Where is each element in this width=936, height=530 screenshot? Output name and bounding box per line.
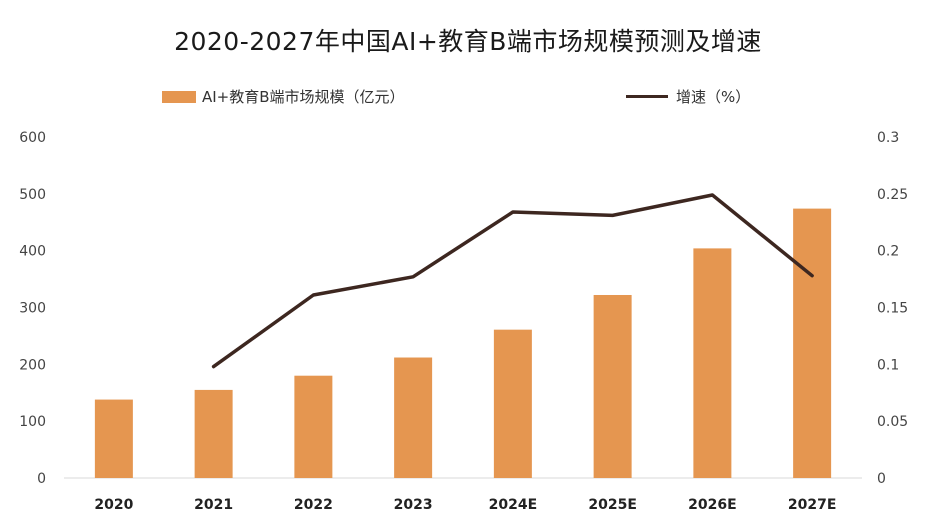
y-tick-label: 100 [19,414,46,430]
growth-line [211,193,814,369]
y-tick-label: 600 [19,130,46,146]
bar [793,208,832,479]
x-tick-label: 2025E [588,497,637,513]
y2-tick-label: 0 [877,471,886,487]
x-tick-label: 2021 [194,497,233,513]
bar [294,375,333,478]
x-tick-label: 2023 [394,497,433,513]
y-tick-label: 300 [19,301,46,317]
legend-item-bar: AI+教育B端市场规模（亿元） [162,86,405,107]
legend-swatch-bar [162,90,196,103]
legend-label-bar: AI+教育B端市场规模（亿元） [202,88,405,106]
x-tick-label: 2020 [94,497,133,513]
bar [693,248,732,478]
x-tick-label: 2022 [294,497,333,513]
bar [94,399,133,478]
y-tick-label: 200 [19,357,46,373]
bar [194,389,233,478]
chart-title: 2020-2027年中国AI+教育B端市场规模预测及增速 [174,27,762,56]
y2-tick-label: 0.25 [877,187,908,203]
x-tick-label: 2024E [489,497,538,513]
legend-label-line: 增速（%） [676,88,751,106]
x-tick-label: 2027E [788,497,837,513]
bar [593,294,632,478]
bar [493,329,532,478]
y2-tick-label: 0.3 [877,130,899,146]
y-tick-label: 400 [19,244,46,260]
legend-item-line: 增速（%） [626,86,750,107]
y2-tick-label: 0.2 [877,244,899,260]
bar [394,357,433,478]
legend-swatch-line [626,95,668,98]
x-tick-label: 2026E [688,497,737,513]
y2-tick-label: 0.1 [877,357,899,373]
y-tick-label: 500 [19,187,46,203]
y2-tick-label: 0.15 [877,301,908,317]
legend: AI+教育B端市场规模（亿元） 增速（%） [0,86,936,110]
y2-tick-label: 0.05 [877,414,908,430]
y-tick-label: 0 [37,471,46,487]
